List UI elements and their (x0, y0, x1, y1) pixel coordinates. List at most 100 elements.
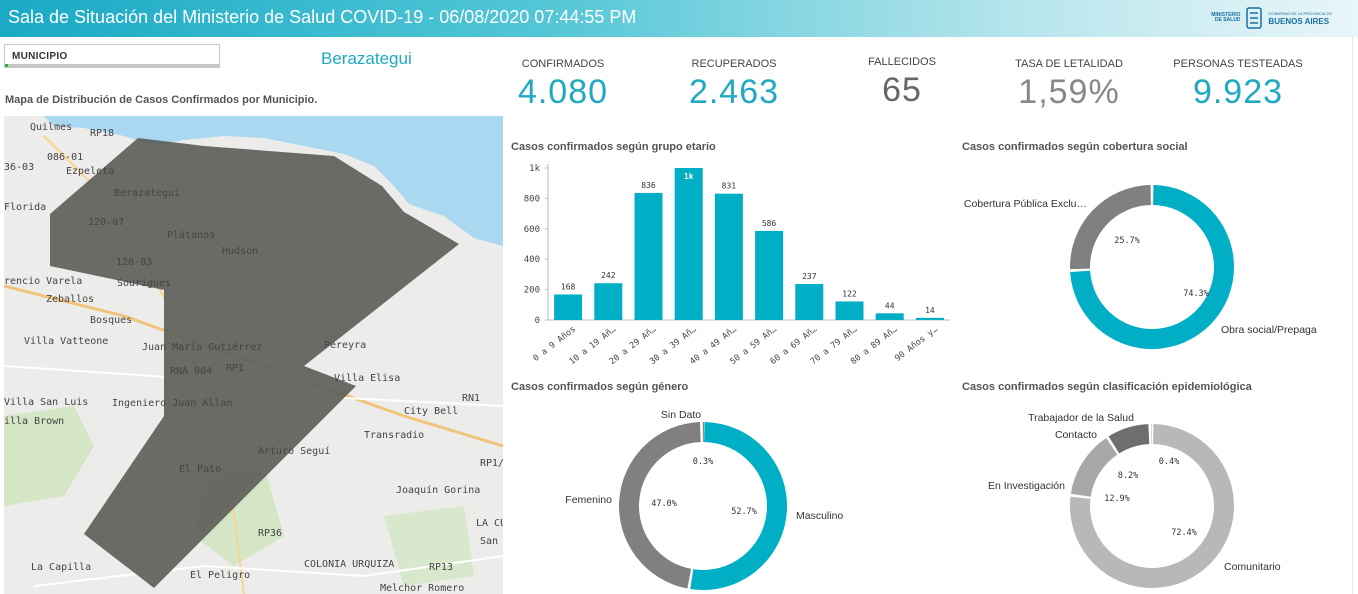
map-canvas[interactable]: Quilmes RP18 086-01 Ezpeleta 36-03 Berazategu… (4, 116, 503, 594)
distribution-map[interactable]: Quilmes RP18 086-01 Ezpeleta 36-03 Berazategu… (4, 116, 503, 594)
map-place-label: Villa San Luis (4, 397, 88, 408)
map-place-label: Arturo Seguí (258, 445, 330, 457)
donut-slice[interactable] (1108, 424, 1150, 454)
donut-slice[interactable] (1151, 424, 1153, 445)
map-place-label: Pereyra (324, 340, 366, 351)
bar-data-label: 237 (802, 272, 817, 281)
bar-data-label: 44 (885, 301, 895, 310)
map-place-label: Joaquín Gorina (396, 484, 480, 496)
map-place-label: Quilmes (30, 122, 72, 133)
age-bar[interactable] (835, 301, 864, 320)
age-chart-title: Casos confirmados según grupo etario (511, 141, 716, 153)
map-place-label: Melchor Romero (380, 583, 464, 594)
municipio-polygon-berazategui[interactable] (50, 138, 459, 588)
map-place-label: Transradio (364, 430, 424, 441)
slice-category-label: Contacto (1055, 429, 1097, 441)
map-place-label: El Pato (179, 464, 221, 475)
map-place-label: Berazategui (114, 188, 180, 199)
map-place-label: COLONIA URQUIZA (304, 559, 394, 570)
donut-slice[interactable] (690, 422, 787, 590)
selected-municipio: Berazategui (321, 49, 412, 68)
road-secondary (33, 555, 503, 587)
map-place-label: Hudson (222, 246, 258, 257)
y-tick-label: 0 (535, 316, 540, 326)
slice-value-label: 12.9% (1104, 494, 1130, 504)
donut-slice[interactable] (1070, 185, 1151, 270)
kpi-label: FALLECIDOS (868, 56, 936, 68)
age-bar[interactable] (795, 283, 824, 320)
river-water (44, 116, 503, 246)
page-title: Sala de Situación del Ministerio de Salu… (8, 7, 637, 27)
map-place-label: 086-01 (47, 152, 83, 163)
age-bar[interactable] (594, 283, 623, 320)
map-place-label: Sourigues (117, 278, 171, 289)
kpi-personas-testeadas: PERSONAS TESTEADAS 9.923 (1158, 58, 1318, 112)
map-place-label: 120-03 (116, 257, 152, 268)
y-tick-label: 400 (524, 255, 540, 265)
map-place-label: La Capilla (31, 562, 91, 573)
slice-category-label: Masculino (796, 510, 843, 522)
map-place-label: Bosques (90, 315, 132, 326)
slice-value-label: 72.4% (1171, 528, 1197, 538)
right-scrollbar-track[interactable] (1352, 37, 1353, 594)
map-place-label: rencio Varela (4, 276, 82, 287)
map-place-label: City Bell (404, 406, 458, 417)
map-place-label: RP36 (258, 528, 282, 539)
map-place-label: RP18 (90, 128, 114, 139)
kpi-value: 4.080 (517, 73, 609, 111)
map-title: Mapa de Distribución de Casos Confirmado… (5, 94, 318, 106)
age-bar[interactable] (634, 192, 663, 320)
map-place-label: Florida (4, 202, 46, 213)
age-bar[interactable] (875, 313, 904, 320)
bar-data-label: 168 (561, 282, 576, 291)
map-place-label: RNA 004 (170, 366, 212, 377)
map-place-label: Plátanos (167, 229, 215, 241)
gender-donut-chart[interactable]: 52.7% 47.0% 0.3% Masculino Femenino Sin Dato (510, 398, 910, 594)
donut-slice[interactable] (619, 422, 701, 589)
gender-chart-title: Casos confirmados según género (511, 381, 689, 393)
age-bar[interactable] (755, 230, 784, 320)
kpi-recuperados: RECUPERADOS 2.463 (654, 58, 814, 112)
bar-data-label: 122 (842, 289, 857, 298)
slice-value-label: 8.2% (1118, 471, 1138, 481)
slice-category-label: Femenino (565, 494, 612, 506)
province-emblem-icon (1246, 7, 1263, 29)
map-place-label: Juan María Gutiérrez (142, 341, 262, 353)
ministry-logo: MINISTERIO DE SALUD GOBIERNO DE LA PROVI… (1206, 5, 1332, 31)
slice-value-label: 25.7% (1114, 236, 1140, 246)
kpi-label: CONFIRMADOS (521, 58, 605, 70)
age-bar[interactable] (915, 317, 944, 320)
slice-category-label: Trabajador de la Salud (1028, 412, 1134, 424)
kpi-label: RECUPERADOS (691, 58, 777, 70)
kpi-tasa-de-letalidad: TASA DE LETALIDAD 1,59% (989, 58, 1149, 112)
kpi-value: 1,59% (1018, 73, 1120, 111)
age-bar[interactable] (674, 168, 703, 320)
map-place-label: RP1/ (480, 458, 503, 469)
map-place-label: Zeballos (46, 294, 94, 305)
bar-data-label: 242 (601, 271, 616, 280)
y-tick-label: 1k (529, 164, 540, 174)
green-area (384, 506, 474, 586)
map-place-label: RP1 (226, 363, 244, 374)
epi-chart-title: Casos confirmados según clasificación ep… (962, 381, 1252, 393)
epi-donut-chart[interactable]: 72.4% 12.9% 8.2% 0.4% Comunitario En Investig… (955, 398, 1335, 594)
slice-value-label: 52.7% (731, 507, 757, 517)
municipio-filter[interactable]: MUNICIPIO (4, 44, 220, 68)
bar-data-label: 831 (722, 182, 737, 191)
coverage-chart-title: Casos confirmados según cobertura social (962, 141, 1188, 153)
slice-category-label: Sin Dato (661, 409, 701, 421)
donut-slice[interactable] (702, 422, 704, 443)
kpi-value: 65 (882, 71, 922, 109)
kpi-value: 2.463 (688, 73, 780, 111)
donut-slice[interactable] (1070, 437, 1118, 497)
map-place-label: 120-07 (88, 217, 124, 228)
x-tick-label: 90 Años y… (893, 324, 939, 363)
age-bar[interactable] (714, 193, 743, 320)
coverage-donut-chart[interactable]: 74.3% 25.7% Obra social/Prepaga Cobertura P… (955, 155, 1335, 377)
map-place-label: Ingeniero Juan Allan (112, 398, 232, 409)
map-place-label: Villa Vatteone (24, 336, 108, 347)
age-bar[interactable] (554, 294, 583, 320)
slice-value-label: 0.4% (1159, 457, 1179, 467)
kpi-fallecidos: FALLECIDOS 65 (822, 56, 982, 110)
